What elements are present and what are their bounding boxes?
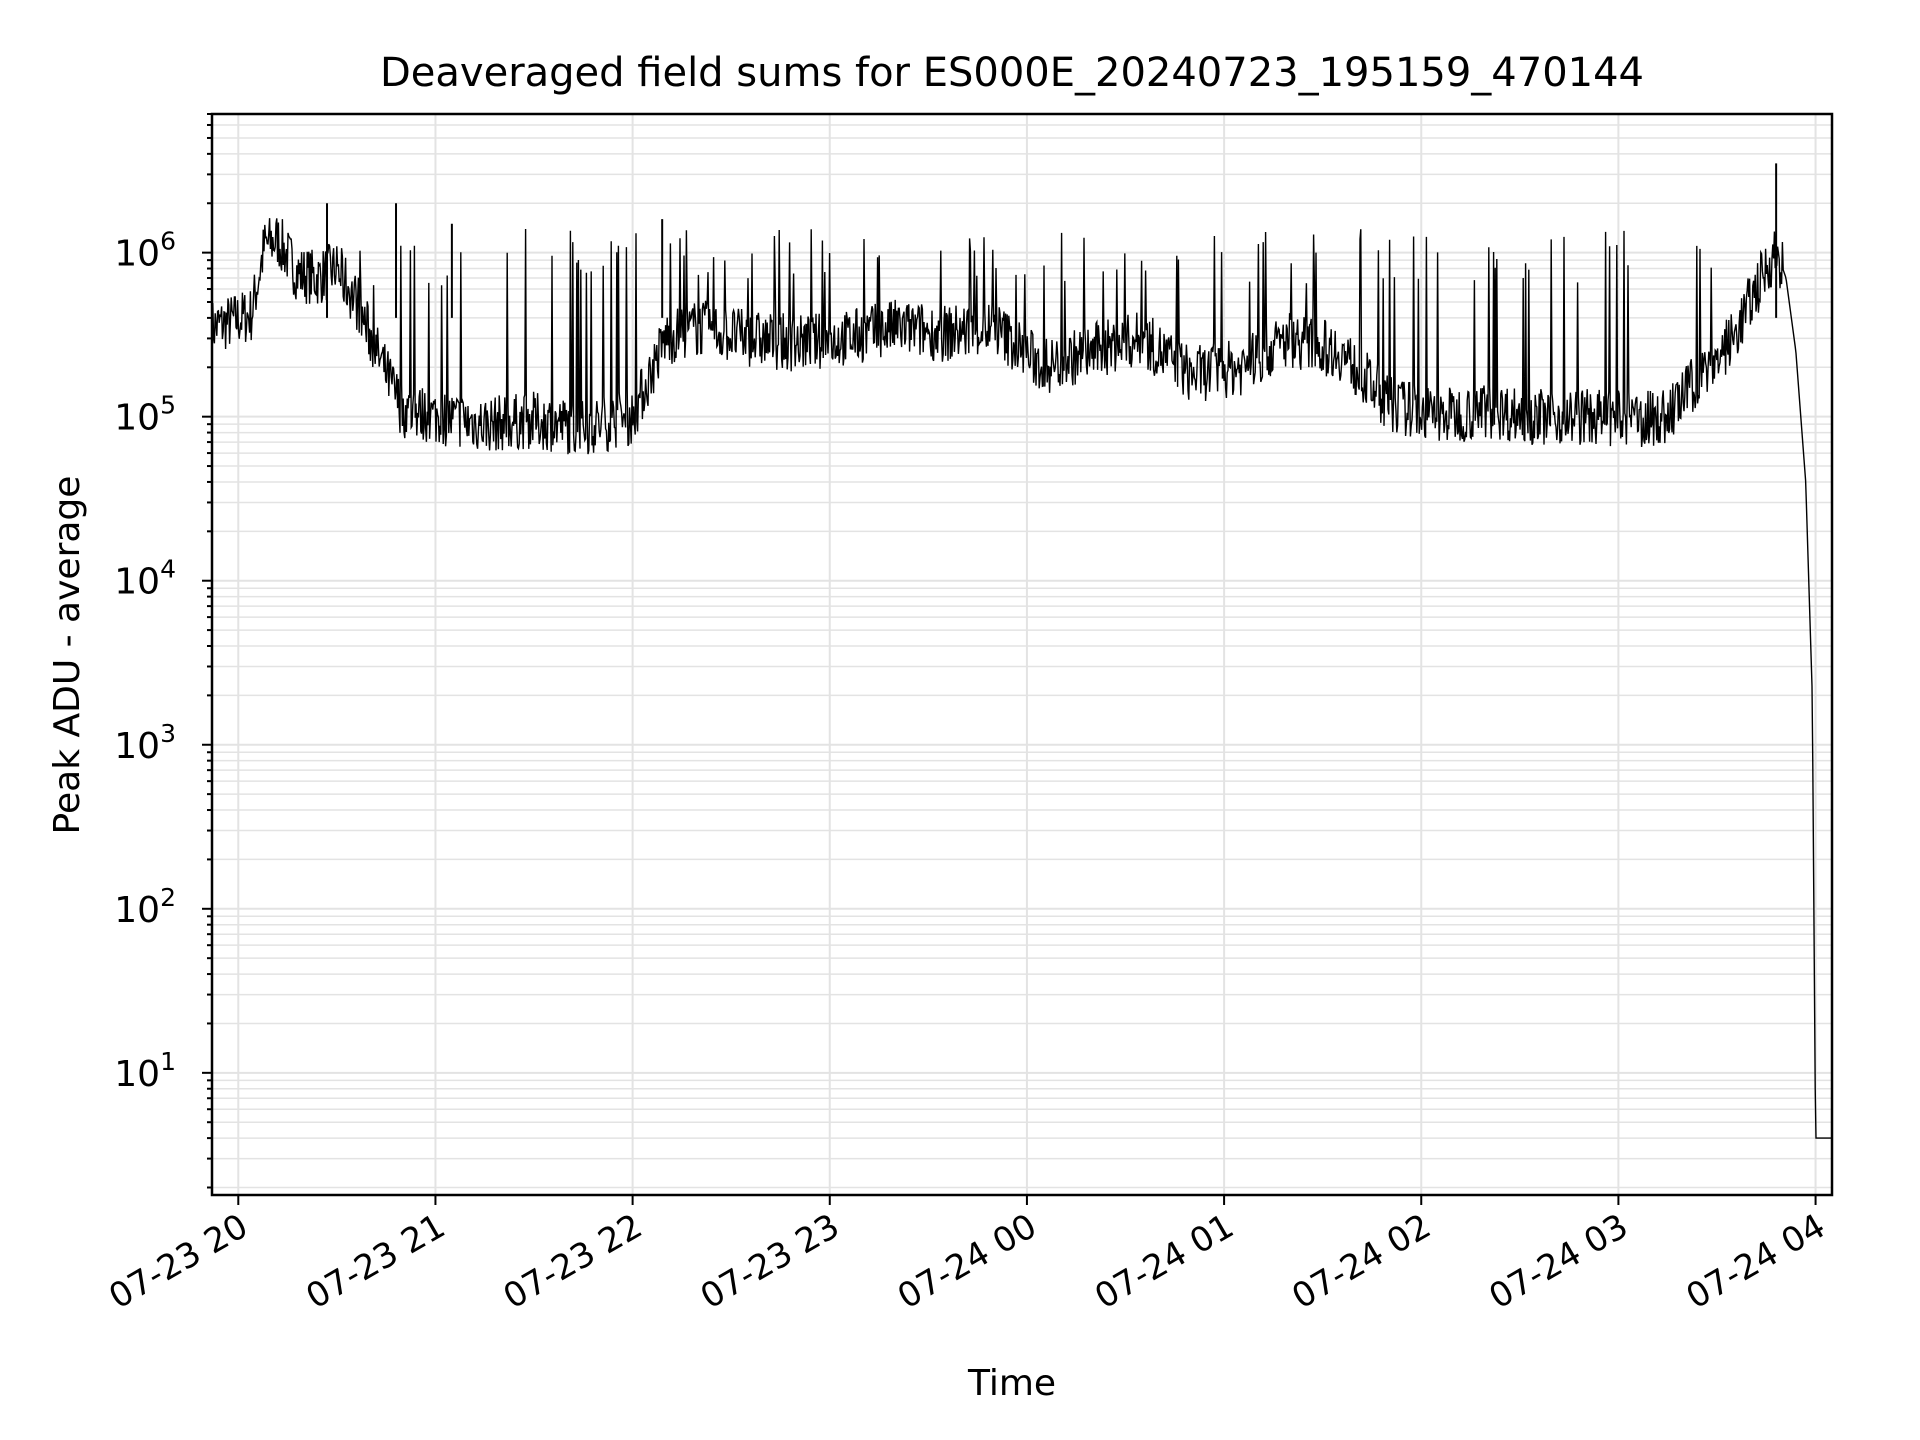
y-tick-label: 102 bbox=[114, 883, 176, 931]
chart-title: Deaveraged field sums for ES000E_2024072… bbox=[380, 50, 1644, 96]
x-axis-label: Time bbox=[967, 1363, 1056, 1404]
plot-series bbox=[211, 163, 1832, 1139]
y-tick-label: 106 bbox=[114, 227, 176, 275]
y-tick-label: 103 bbox=[114, 719, 176, 767]
y-tick-label: 101 bbox=[114, 1047, 176, 1095]
series-line bbox=[211, 218, 1832, 1139]
y-tick-label: 105 bbox=[114, 391, 176, 439]
y-tick-label: 104 bbox=[114, 555, 176, 603]
y-axis-label: Peak ADU - average bbox=[47, 476, 88, 835]
grid bbox=[212, 113, 1832, 1195]
plot-frame bbox=[210, 112, 1834, 1197]
